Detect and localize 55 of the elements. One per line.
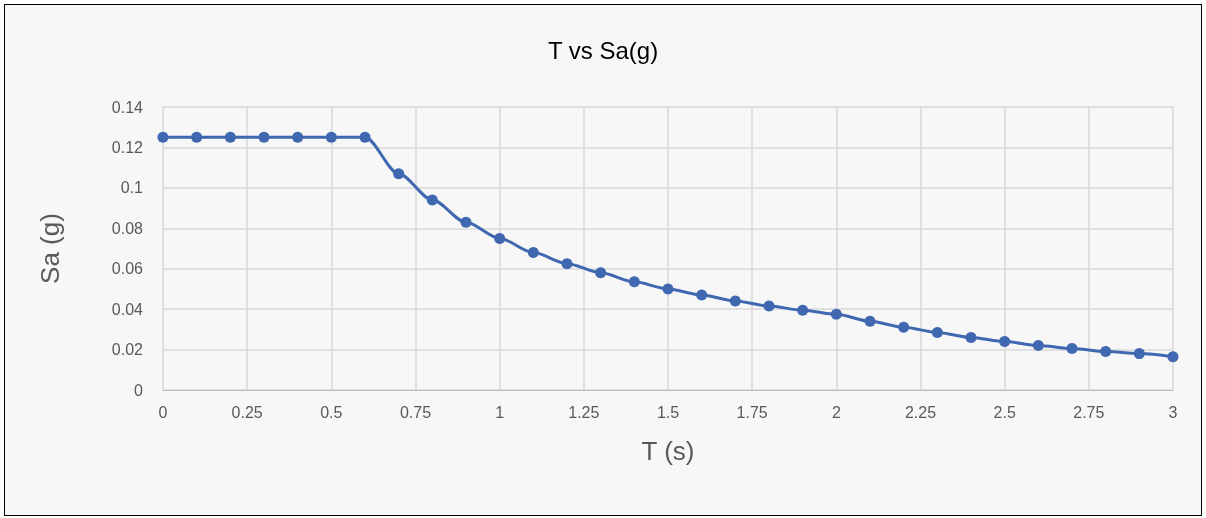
point (898, 321, 910, 333)
point (258, 131, 270, 143)
point (830, 308, 842, 320)
y-tick-label: 0.12 (111, 138, 144, 156)
point (999, 335, 1011, 347)
y-tick-label: 0.14 (111, 98, 144, 116)
y-tick-label: 0.08 (111, 219, 144, 237)
y-tick-label: 0.1 (120, 179, 144, 197)
x-tick-label: 1 (495, 403, 505, 421)
point (325, 131, 337, 143)
point (527, 247, 539, 259)
point (1066, 343, 1078, 355)
point (561, 258, 573, 270)
point (763, 300, 775, 312)
point (965, 331, 977, 343)
point (628, 276, 640, 288)
point (696, 289, 708, 301)
point (1100, 346, 1112, 358)
x-tick-label: 0.25 (231, 403, 263, 421)
x-tick-label: 2.25 (904, 403, 937, 421)
point (224, 131, 236, 143)
point (797, 304, 809, 316)
x-tick-label: 1.5 (656, 403, 680, 421)
point (662, 283, 674, 295)
y-tick-label: 0.02 (111, 341, 144, 359)
point (494, 232, 506, 244)
y-axis-title: Sa (g) (35, 213, 65, 284)
y-tick-label: 0 (134, 381, 144, 399)
point (426, 194, 438, 206)
x-tick-label: 1.25 (568, 403, 600, 421)
x-tick-label: 2.75 (1073, 403, 1105, 421)
point (931, 326, 943, 338)
x-tick-label: 1.75 (736, 403, 768, 421)
x-tick-label: 3 (1168, 403, 1178, 421)
x-tick-label: 0.75 (399, 403, 432, 421)
y-tick-label: 0.04 (111, 300, 144, 318)
x-tick-label: 2 (831, 403, 841, 421)
point (460, 216, 472, 228)
point (1032, 340, 1044, 352)
y-tick-label: 0.06 (111, 260, 144, 278)
point (864, 315, 876, 327)
point (359, 131, 371, 143)
point (729, 295, 741, 307)
point (1133, 348, 1145, 360)
point (393, 168, 405, 180)
chart-title: T vs Sa(g) (547, 36, 659, 64)
x-tick-label: 0.5 (320, 403, 343, 421)
x-axis-title: T (s) (641, 436, 695, 466)
point (157, 131, 169, 143)
point (595, 267, 607, 279)
point (292, 131, 304, 143)
x-tick-label: 2.5 (993, 403, 1016, 421)
point (191, 131, 203, 143)
x-tick-label: 0 (158, 403, 168, 421)
point (1167, 351, 1179, 363)
